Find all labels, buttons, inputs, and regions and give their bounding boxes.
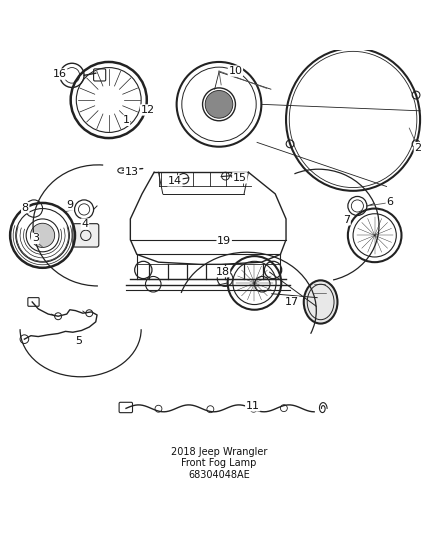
Ellipse shape xyxy=(304,280,338,324)
Text: 8: 8 xyxy=(22,203,29,213)
FancyBboxPatch shape xyxy=(73,224,99,247)
Text: 2: 2 xyxy=(414,143,421,152)
Text: 5: 5 xyxy=(75,336,82,346)
Circle shape xyxy=(31,223,55,247)
Text: 14: 14 xyxy=(168,176,182,186)
Text: 17: 17 xyxy=(285,297,299,307)
Text: 13: 13 xyxy=(125,167,139,177)
Text: 3: 3 xyxy=(32,233,39,244)
Circle shape xyxy=(205,91,233,118)
Text: 6: 6 xyxy=(386,198,393,207)
Text: 11: 11 xyxy=(246,401,260,411)
Text: 1: 1 xyxy=(123,115,130,125)
Text: 18: 18 xyxy=(215,266,230,277)
Text: 7: 7 xyxy=(343,215,350,225)
Text: 12: 12 xyxy=(141,105,155,115)
Text: 19: 19 xyxy=(217,237,231,246)
Text: 2018 Jeep Wrangler
Front Fog Lamp
68304048AE: 2018 Jeep Wrangler Front Fog Lamp 683040… xyxy=(171,447,267,480)
Text: 9: 9 xyxy=(66,200,74,210)
Text: 15: 15 xyxy=(233,173,247,183)
FancyArrowPatch shape xyxy=(122,168,143,170)
Text: 4: 4 xyxy=(81,219,88,229)
Text: 10: 10 xyxy=(229,66,242,76)
Text: 16: 16 xyxy=(53,69,67,79)
